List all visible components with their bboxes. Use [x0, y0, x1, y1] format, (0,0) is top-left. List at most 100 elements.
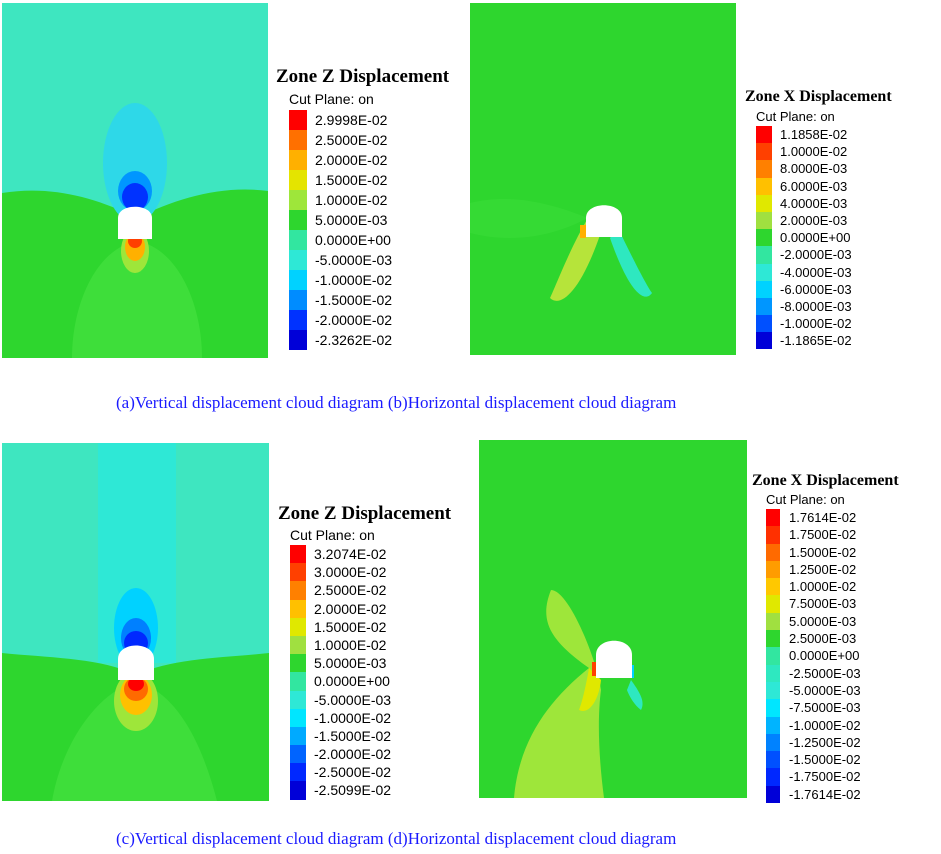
legend-value: -1.7614E-02	[789, 786, 861, 802]
legend-swatch	[290, 726, 306, 746]
legend-row: 1.1858E-02	[756, 126, 926, 144]
contour-plot-d	[479, 440, 747, 798]
legend-swatch	[289, 250, 307, 270]
legend-row: -1.5000E-02	[289, 290, 459, 310]
legend-value: -7.5000E-03	[789, 700, 861, 716]
legend-row: 2.5000E-03	[766, 630, 936, 648]
legend-value: 1.5000E-02	[789, 544, 857, 560]
legend-swatch	[766, 543, 780, 561]
legend-swatch	[766, 681, 780, 700]
legend-row: -2.5000E-03	[766, 664, 936, 682]
legend-rows: 2.9998E-02 2.5000E-02 2.0000E-02 1.5000E-02…	[289, 110, 459, 350]
legend-row: 1.7614E-02	[766, 509, 936, 527]
legend-row: -2.5099E-02	[290, 781, 460, 800]
legend-value: 2.5000E-02	[315, 132, 388, 148]
legend-rows: 1.7614E-02 1.7500E-02 1.5000E-02 1.2500E-02…	[766, 509, 936, 804]
legend-row: -2.0000E-02	[289, 310, 459, 330]
legend-value: 1.7500E-02	[789, 527, 857, 543]
legend-value: 2.5000E-03	[789, 631, 857, 647]
legend-row: -2.3262E-02	[289, 330, 459, 350]
legend-value: 2.9998E-02	[315, 112, 388, 128]
legend-swatch	[766, 509, 780, 527]
legend-row: -2.5000E-02	[290, 763, 460, 782]
legend-value: 1.0000E-02	[780, 144, 848, 160]
legend-row: -1.0000E-02	[766, 716, 936, 734]
contour-plot-c	[2, 443, 269, 801]
legend-row: -5.0000E-03	[290, 690, 460, 709]
legend-swatch	[766, 560, 780, 579]
legend-swatch	[756, 126, 772, 144]
legend-title: Zone X Displacement	[752, 472, 899, 489]
legend-value: -1.1865E-02	[780, 333, 852, 349]
legend-value: 2.0000E-03	[780, 212, 848, 228]
legend-row: 2.0000E-03	[756, 211, 926, 230]
legend-value: -1.0000E-02	[789, 717, 861, 733]
legend-swatch	[766, 526, 780, 544]
legend-row: 1.5000E-02	[290, 617, 460, 636]
legend-row: 7.5000E-03	[766, 595, 936, 613]
legend-value: -5.0000E-03	[314, 691, 392, 708]
legend-row: 0.0000E+00	[289, 230, 459, 250]
legend-value: -2.3262E-02	[315, 332, 393, 348]
legend-value: -1.0000E-02	[314, 709, 392, 726]
legend-value: 4.0000E-03	[780, 195, 848, 211]
legend-swatch	[766, 664, 780, 682]
legend-row: -4.0000E-03	[756, 263, 926, 281]
legend-swatch	[290, 581, 306, 600]
legend-row: 3.0000E-02	[290, 563, 460, 582]
legend-swatch	[289, 290, 307, 310]
legend-swatch	[766, 578, 780, 596]
legend-row: 2.0000E-02	[290, 599, 460, 618]
contour-plot-b	[470, 3, 736, 355]
legend-value: -1.5000E-02	[789, 752, 861, 768]
legend-row: 0.0000E+00	[766, 647, 936, 665]
legend-row: 6.0000E-03	[756, 177, 926, 195]
legend-row: 5.0000E-03	[766, 612, 936, 631]
legend-row: -1.0000E-02	[756, 315, 926, 333]
legend-swatch	[289, 110, 307, 130]
legend-value: 0.0000E+00	[314, 673, 390, 690]
cut-plane-label: Cut Plane: on	[289, 91, 374, 107]
legend-row: -1.0000E-02	[290, 708, 460, 727]
legend-value: 5.0000E-03	[315, 212, 388, 228]
legend-value: -1.0000E-02	[315, 272, 393, 288]
legend-swatch	[766, 751, 780, 769]
legend-swatch	[290, 563, 306, 582]
legend-value: 2.5000E-02	[314, 582, 387, 599]
caption-bottom: (c)Vertical displacement cloud diagram (…	[116, 829, 677, 848]
legend-value: 2.0000E-02	[315, 152, 388, 168]
legend-swatch	[290, 690, 306, 709]
legend-swatch	[756, 246, 772, 264]
legend-value: 5.0000E-03	[314, 655, 387, 672]
legend-swatch	[756, 160, 772, 178]
legend-row: -1.7500E-02	[766, 768, 936, 786]
legend-swatch	[290, 708, 306, 727]
legend-swatch	[289, 150, 307, 170]
legend-d: Zone X Displacement Cut Plane: on 1.7614…	[752, 472, 941, 804]
legend-swatch	[756, 263, 772, 281]
legend-row: 2.9998E-02	[289, 110, 459, 130]
legend-swatch	[766, 733, 780, 752]
legend-row: 2.0000E-02	[289, 150, 459, 170]
legend-row: 1.2500E-02	[766, 560, 936, 579]
legend-row: -5.0000E-03	[289, 250, 459, 270]
legend-swatch	[756, 143, 772, 161]
legend-value: -2.0000E-02	[315, 312, 393, 328]
legend-value: 0.0000E+00	[315, 232, 391, 248]
legend-row: 5.0000E-03	[289, 210, 459, 230]
legend-swatch	[289, 330, 307, 350]
legend-swatch	[290, 672, 306, 691]
legend-swatch	[766, 630, 780, 648]
legend-value: 7.5000E-03	[789, 596, 857, 612]
legend-value: 6.0000E-03	[780, 178, 848, 194]
legend-swatch	[289, 270, 307, 290]
legend-value: -5.0000E-03	[789, 682, 861, 698]
cut-plane-label: Cut Plane: on	[766, 492, 845, 507]
cut-plane-label: Cut Plane: on	[756, 109, 835, 124]
legend-row: -5.0000E-03	[766, 681, 936, 700]
legend-value: -2.5000E-03	[789, 665, 861, 681]
legend-rows: 1.1858E-02 1.0000E-02 8.0000E-03 6.0000E-03…	[756, 126, 926, 350]
legend-value: 1.5000E-02	[314, 618, 387, 635]
legend-value: 1.0000E-02	[314, 636, 387, 653]
legend-swatch	[290, 763, 306, 782]
